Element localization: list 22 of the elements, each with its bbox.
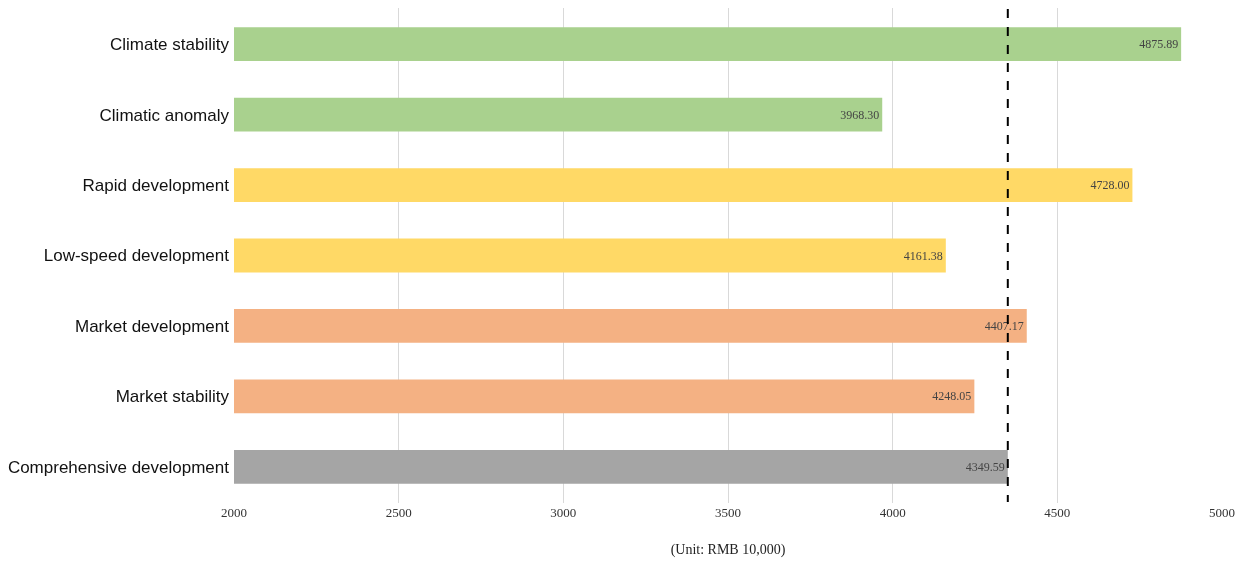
y-tick-label: Market stability <box>115 387 230 407</box>
data-label: 4349.59 <box>965 459 1005 474</box>
y-tick-label: Comprehensive development <box>7 457 230 477</box>
data-label: 4248.05 <box>932 389 972 404</box>
data-label: 4407.17 <box>984 318 1024 333</box>
x-tick-label: 4500 <box>1044 505 1071 520</box>
x-tick-label: 4000 <box>879 505 906 520</box>
y-tick-label: Climatic anomaly <box>99 105 230 125</box>
x-tick-label: 2000 <box>221 505 247 520</box>
y-tick-label: Market development <box>74 316 230 336</box>
data-label: 3968.30 <box>840 107 880 122</box>
x-tick-label: 3000 <box>550 505 577 520</box>
y-tick-label: Low-speed development <box>43 246 230 266</box>
x-axis-title: (Unit: RMB 10,000) <box>670 542 786 559</box>
x-tick-label: 5000 <box>1209 505 1235 520</box>
x-tick-label: 2500 <box>385 505 412 520</box>
y-tick-label: Rapid development <box>82 176 230 196</box>
data-label: 4161.38 <box>903 248 943 263</box>
x-tick-label: 3500 <box>715 505 741 520</box>
data-label: 4728.00 <box>1090 178 1130 193</box>
y-tick-label: Climate stability <box>109 35 230 55</box>
data-label: 4875.89 <box>1139 37 1179 52</box>
